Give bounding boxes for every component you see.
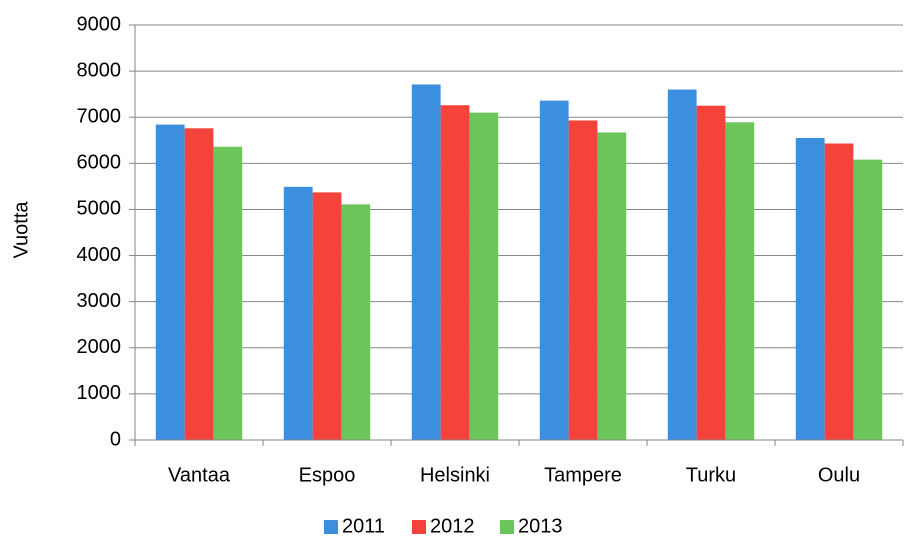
bar: [213, 146, 243, 440]
bar: [469, 112, 499, 440]
y-tick-label: 4000: [77, 244, 122, 266]
legend-swatch: [500, 520, 514, 534]
x-tick-label: Vantaa: [168, 464, 231, 486]
y-tick-label: 1000: [77, 382, 122, 404]
bar: [824, 143, 854, 440]
bar: [696, 105, 726, 440]
y-tick-label: 6000: [77, 152, 122, 174]
bar: [853, 159, 883, 440]
bar: [184, 128, 214, 441]
bar: [667, 89, 697, 441]
x-tick-label: Oulu: [818, 464, 860, 486]
bar: [283, 186, 313, 440]
bar: [539, 100, 569, 440]
x-tick-label: Helsinki: [420, 464, 490, 486]
bar: [725, 122, 755, 441]
y-tick-label: 0: [110, 428, 121, 450]
legend-label: 2011: [342, 515, 385, 537]
bar: [312, 192, 342, 440]
y-tick-label: 3000: [77, 290, 122, 312]
bar: [597, 132, 627, 440]
legend-swatch: [324, 520, 338, 534]
legend-label: 2012: [430, 515, 475, 537]
bar: [440, 105, 470, 440]
y-tick-label: 7000: [77, 106, 122, 128]
x-tick-label: Turku: [686, 464, 736, 486]
x-tick-label: Espoo: [299, 464, 356, 486]
legend-swatch: [412, 520, 426, 534]
y-tick-label: 9000: [77, 13, 122, 35]
bar: [155, 124, 185, 440]
bar: [795, 137, 825, 440]
y-tick-label: 8000: [77, 59, 122, 81]
legend-label: 2013: [518, 515, 563, 537]
y-axis-label: Vuotta: [10, 201, 32, 259]
bar: [411, 84, 441, 440]
bar: [568, 120, 598, 440]
y-tick-label: 5000: [77, 198, 122, 220]
bar: [341, 204, 371, 440]
y-tick-label: 2000: [77, 336, 122, 358]
x-tick-label: Tampere: [544, 464, 622, 486]
